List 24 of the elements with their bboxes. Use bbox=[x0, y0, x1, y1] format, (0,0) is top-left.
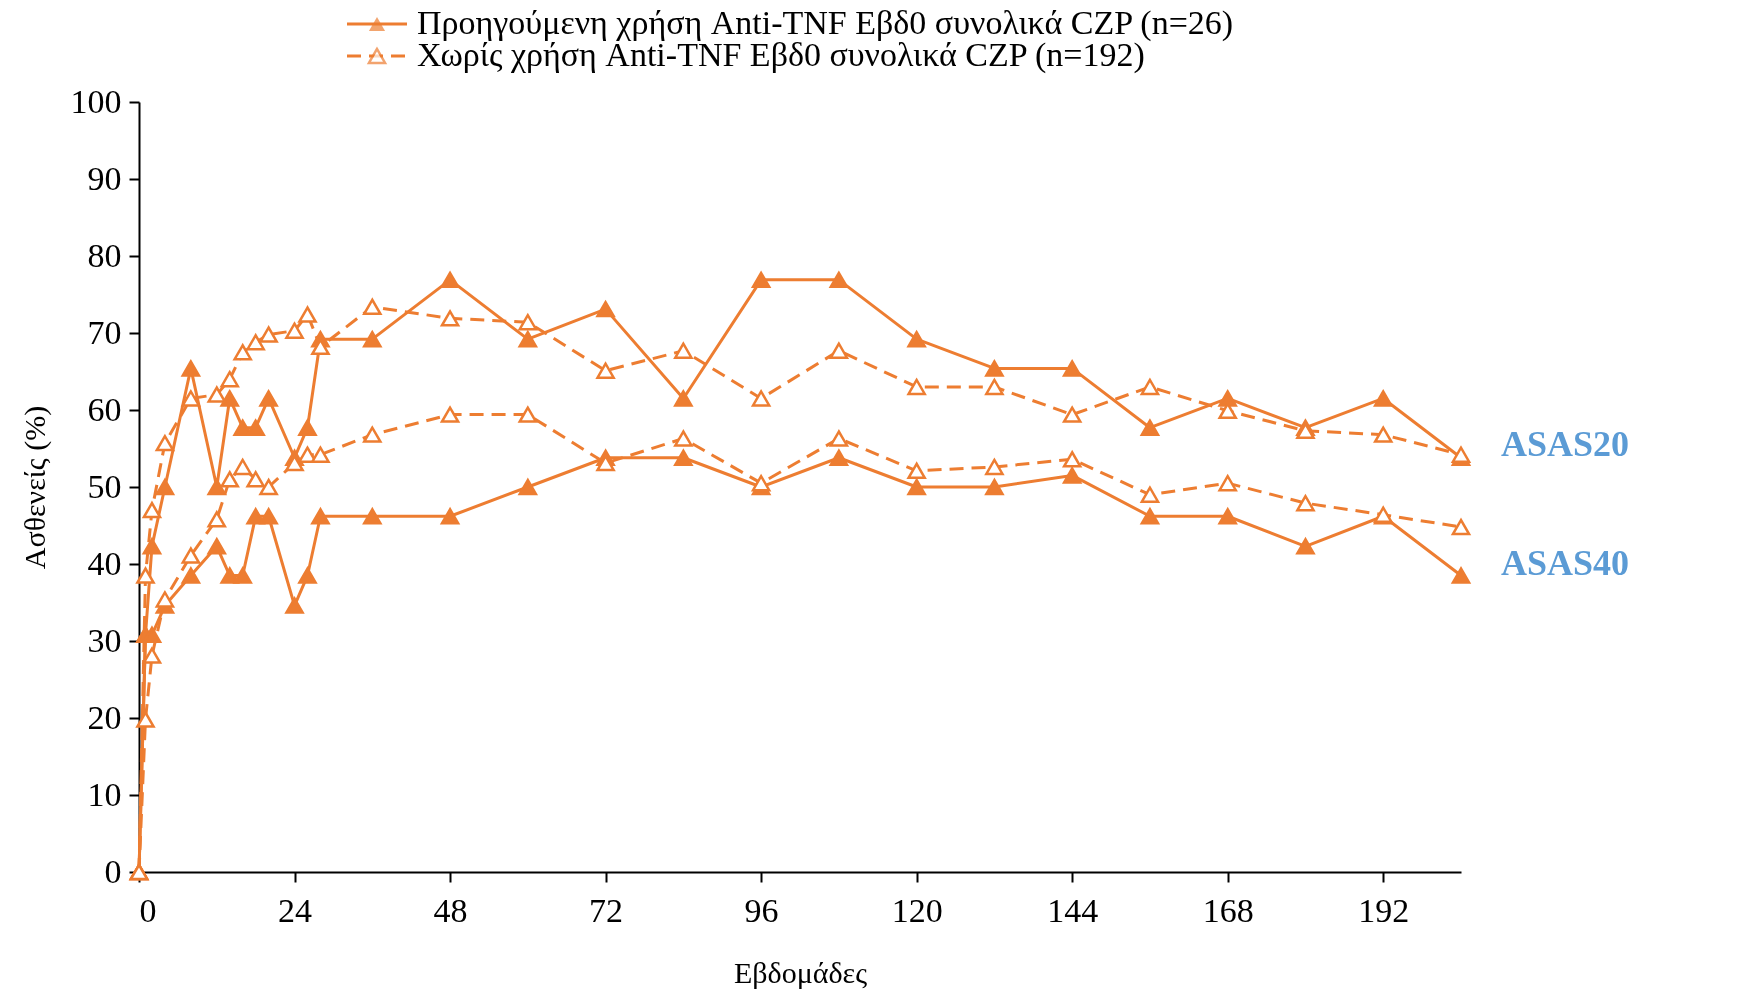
y-tick-label: 10 bbox=[87, 775, 122, 813]
x-tick-label: 168 bbox=[1202, 891, 1254, 929]
x-axis-title: Εβδομάδες bbox=[733, 955, 868, 989]
x-tick-label: 96 bbox=[744, 891, 779, 929]
x-tick-label: 120 bbox=[891, 891, 943, 929]
x-tick-label: 192 bbox=[1358, 891, 1410, 929]
y-tick-label: 100 bbox=[70, 82, 122, 120]
y-tick-label: 20 bbox=[87, 698, 122, 736]
y-tick-label: 40 bbox=[87, 544, 122, 582]
y-tick-label: 0 bbox=[104, 852, 122, 890]
y-tick-label: 50 bbox=[87, 467, 122, 505]
x-tick-label: 48 bbox=[433, 891, 468, 929]
y-tick-label: 60 bbox=[87, 390, 122, 428]
x-tick-label: 144 bbox=[1047, 891, 1099, 929]
y-tick-label: 90 bbox=[87, 159, 122, 197]
x-tick-label: 0 bbox=[139, 891, 157, 929]
x-tick-label: 24 bbox=[278, 891, 313, 929]
annotation: ASAS20 bbox=[1501, 423, 1630, 464]
y-tick-label: 70 bbox=[87, 313, 122, 351]
y-axis-title: Ασθενείς (%) bbox=[17, 405, 52, 570]
annotation: ASAS40 bbox=[1501, 543, 1630, 583]
y-tick-label: 80 bbox=[87, 236, 122, 274]
x-tick-label: 72 bbox=[589, 891, 624, 929]
y-tick-label: 30 bbox=[87, 621, 122, 659]
